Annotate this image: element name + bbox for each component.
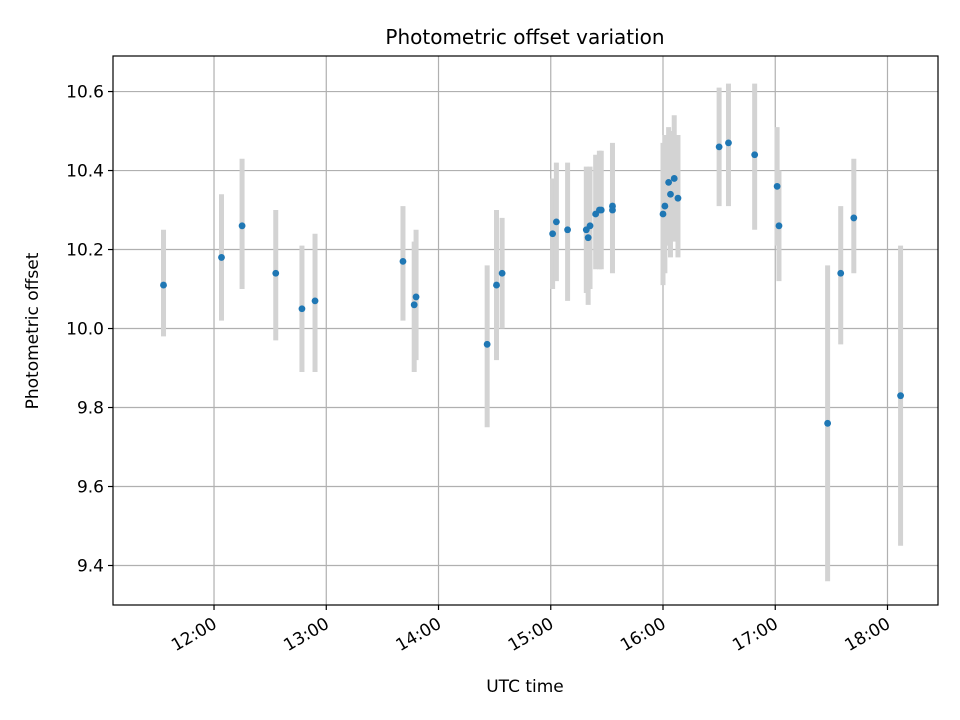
x-tick-label: 17:00 [729,614,781,656]
data-point [483,340,491,348]
data-point [661,202,669,210]
y-tick-label: 10.6 [66,83,104,103]
data-point [410,301,418,309]
data-point [659,210,667,218]
data-point [584,234,592,242]
y-axis-label: Photometric offset [23,252,43,409]
data-point [824,419,832,427]
data-point [412,293,420,301]
data-point [837,269,845,277]
plot-area-frame [112,55,939,606]
data-point [725,139,732,147]
grid-lines [113,56,938,605]
x-tick-label: 14:00 [393,614,445,656]
y-tick-label: 9.4 [77,557,104,577]
data-point [670,175,678,182]
data-point [674,194,682,202]
data-point [586,222,594,230]
axis-ticks: 12:00 13:00 14:00 15:00 16:00 17:00 18:00 9.4 9.… [66,83,894,656]
data-point [564,226,571,234]
x-tick-label: 18:00 [842,614,894,656]
data-point [609,206,616,214]
data-point [311,297,319,305]
y-tick-label: 9.6 [77,478,104,498]
data-point [715,143,723,151]
data-point [493,281,500,289]
x-tick-label: 12:00 [168,614,220,656]
data-point [751,151,759,159]
chart-title: Photometric offset variation [385,25,664,49]
y-tick-label: 10.2 [66,241,104,261]
y-tick-label: 10.4 [66,162,104,182]
x-tick-label: 13:00 [280,614,332,656]
y-tick-label: 10.0 [66,320,104,340]
data-point [399,257,407,265]
x-tick-label: 15:00 [505,614,557,656]
data-point [897,392,904,400]
data-point [498,269,506,277]
data-point [552,218,560,226]
data-point [218,254,225,261]
data-point [773,182,781,190]
data-point [160,281,167,289]
y-tick-label: 9.8 [77,399,104,419]
data-point [272,269,280,277]
data-point [298,305,306,313]
data-point [665,178,673,186]
data-point [667,190,674,198]
x-tick-label: 16:00 [617,614,669,656]
data-point [597,206,605,214]
data-point [238,222,246,230]
data-point [549,230,557,238]
data-point [850,214,858,222]
x-axis-label: UTC time [486,677,564,697]
data-point [775,222,783,230]
error-bars [161,83,904,582]
data-points [160,139,904,427]
